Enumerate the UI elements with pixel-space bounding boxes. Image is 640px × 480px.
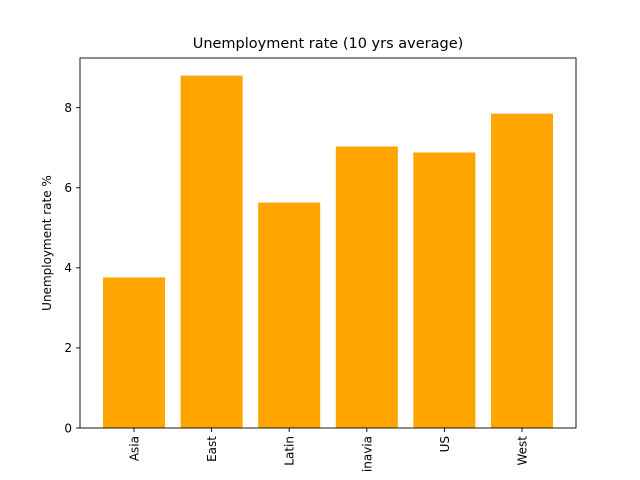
bar-latin: [258, 202, 321, 428]
bar-east: [180, 75, 243, 429]
x-tick-label-latin: Latin: [283, 436, 297, 466]
bar-asia: [103, 277, 165, 428]
y-tick-label-8: 8: [64, 101, 72, 115]
bar-west: [491, 113, 553, 428]
y-tick-label-0: 0: [64, 421, 72, 435]
x-axis-ticks: Asia East Latin inavia US West: [128, 428, 530, 472]
y-tick-label-6: 6: [64, 181, 72, 195]
bar-us: [413, 152, 476, 428]
y-axis-label: Unemployment rate %: [40, 175, 54, 311]
x-tick-label-asia: Asia: [128, 436, 142, 461]
y-axis-ticks: 0 2 4 6 8: [64, 101, 80, 435]
plot-frame: [79, 57, 577, 429]
x-tick-label-west: West: [516, 436, 530, 466]
x-tick-label-scandinavia: inavia: [360, 436, 374, 472]
x-tick-label-us: US: [438, 436, 452, 452]
y-tick-label-4: 4: [64, 261, 72, 275]
bar-scandinavia: [335, 146, 398, 428]
x-tick-label-east: East: [205, 436, 219, 462]
chart-title: Unemployment rate (10 yrs average): [193, 36, 464, 52]
bars-group: [103, 75, 553, 429]
y-tick-label-2: 2: [64, 341, 72, 355]
